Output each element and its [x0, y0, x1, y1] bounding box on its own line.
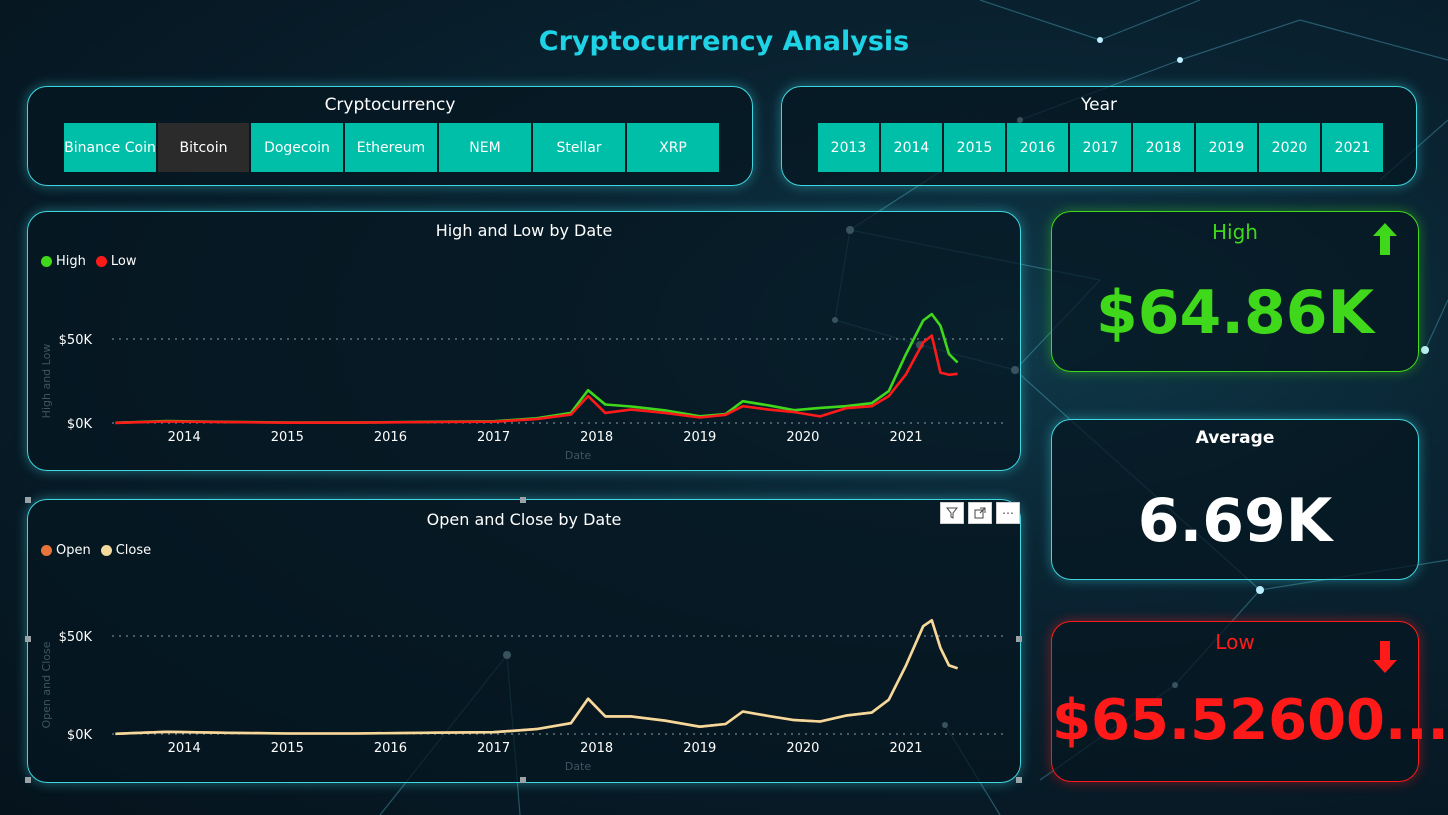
resize-handle-tm[interactable] [520, 497, 526, 503]
x-tick-label: 2020 [786, 741, 819, 756]
series-line-open [115, 619, 959, 736]
series-line-high [115, 312, 959, 425]
y-tick-label: $0K [67, 728, 93, 743]
series-line-close [115, 619, 959, 736]
open-close-chart[interactable]: Open and Close by Date Open Close $0K $50… [27, 499, 1021, 783]
x-tick-label: 2020 [786, 430, 819, 445]
page-title: Cryptocurrency Analysis [538, 26, 910, 57]
arrow-down-icon [1372, 640, 1398, 678]
x-tick-label: 2015 [271, 741, 304, 756]
resize-handle-mr[interactable] [1016, 636, 1022, 642]
crypto-option-nem[interactable]: NEM [439, 123, 531, 172]
y-tick-label: $50K [59, 333, 93, 348]
x-tick-label: 2018 [580, 741, 613, 756]
x-tick-label: 2018 [580, 430, 613, 445]
year-slicer: Year 2013 2014 2015 2016 2017 2018 2019 … [781, 86, 1417, 186]
high-low-chart[interactable]: High and Low by Date High Low $0K $50K 201… [27, 211, 1021, 471]
x-tick-label: 2016 [374, 430, 407, 445]
series-line-low [115, 334, 958, 425]
legend-item-low[interactable]: Low [95, 254, 137, 269]
high-low-legend: High Low [41, 254, 137, 269]
x-tick-label: 2019 [683, 430, 716, 445]
resize-handle-tl[interactable] [25, 497, 31, 503]
kpi-high-card: High $64.86K [1051, 211, 1419, 372]
year-option-2021[interactable]: 2021 [1322, 123, 1383, 172]
year-option-2016[interactable]: 2016 [1007, 123, 1068, 172]
year-slicer-title: Year [1081, 95, 1117, 115]
year-option-2014[interactable]: 2014 [881, 123, 942, 172]
kpi-high-label: High [1212, 220, 1258, 244]
open-close-chart-title: Open and Close by Date [426, 510, 622, 529]
y-tick-label: $50K [59, 630, 93, 645]
crypto-option-ethereum[interactable]: Ethereum [345, 123, 437, 172]
crypto-option-xrp[interactable]: XRP [627, 123, 719, 172]
open-close-legend: Open Close [41, 543, 151, 558]
open-close-plot: $0K $50K 2014 2015 2016 2017 2018 2019 2020 2021 D… [40, 619, 1004, 773]
x-tick-label: 2021 [889, 430, 922, 445]
more-options-icon[interactable]: ⋯ [996, 502, 1020, 524]
resize-handle-bl[interactable] [25, 777, 31, 783]
high-low-chart-title: High and Low by Date [435, 221, 613, 240]
year-option-2020[interactable]: 2020 [1259, 123, 1320, 172]
kpi-average-value: 6.69K [1137, 486, 1333, 556]
crypto-option-binance-coin[interactable]: Binance Coin [64, 123, 156, 172]
crypto-option-dogecoin[interactable]: Dogecoin [251, 123, 343, 172]
legend-item-open[interactable]: Open [41, 543, 91, 558]
resize-handle-br[interactable] [1016, 777, 1022, 783]
x-axis-title: Date [565, 760, 592, 773]
kpi-low-card: Low $65.52600... [1051, 621, 1448, 782]
kpi-high-value: $64.86K [1095, 278, 1375, 348]
visual-header-toolbar: ⋯ [940, 502, 1020, 524]
x-axis-title: Date [565, 449, 592, 462]
kpi-average-card: Average 6.69K [1051, 419, 1419, 580]
kpi-average-label: Average [1195, 428, 1275, 448]
legend-item-close[interactable]: Close [100, 543, 151, 558]
high-low-plot: $0K $50K 2014 2015 2016 2017 2018 2019 2020 2021 D… [40, 312, 1004, 462]
crypto-option-bitcoin[interactable]: Bitcoin [158, 123, 249, 172]
legend-item-high[interactable]: High [41, 254, 86, 269]
filter-icon[interactable] [940, 502, 964, 524]
x-tick-label: 2016 [374, 741, 407, 756]
x-tick-label: 2014 [168, 741, 201, 756]
y-axis-title: High and Low [40, 344, 53, 419]
x-tick-label: 2019 [683, 741, 716, 756]
x-tick-label: 2017 [477, 741, 510, 756]
y-tick-label: $0K [67, 417, 93, 432]
year-option-2018[interactable]: 2018 [1133, 123, 1194, 172]
x-tick-label: 2017 [477, 430, 510, 445]
resize-handle-bm[interactable] [520, 777, 526, 783]
year-option-2017[interactable]: 2017 [1070, 123, 1131, 172]
crypto-option-stellar[interactable]: Stellar [533, 123, 625, 172]
crypto-slicer-title: Cryptocurrency [324, 95, 456, 115]
year-option-2013[interactable]: 2013 [818, 123, 879, 172]
year-option-2019[interactable]: 2019 [1196, 123, 1257, 172]
kpi-low-label: Low [1215, 630, 1255, 654]
x-tick-label: 2021 [889, 741, 922, 756]
crypto-slicer: Cryptocurrency Binance Coin Bitcoin Doge… [27, 86, 753, 186]
resize-handle-ml[interactable] [25, 636, 31, 642]
x-tick-label: 2014 [168, 430, 201, 445]
y-axis-title: Open and Close [40, 641, 53, 728]
kpi-low-value: $65.52600... [1052, 688, 1448, 753]
year-option-2015[interactable]: 2015 [944, 123, 1005, 172]
arrow-up-icon [1372, 222, 1398, 260]
x-tick-label: 2015 [271, 430, 304, 445]
focus-mode-icon[interactable] [968, 502, 992, 524]
